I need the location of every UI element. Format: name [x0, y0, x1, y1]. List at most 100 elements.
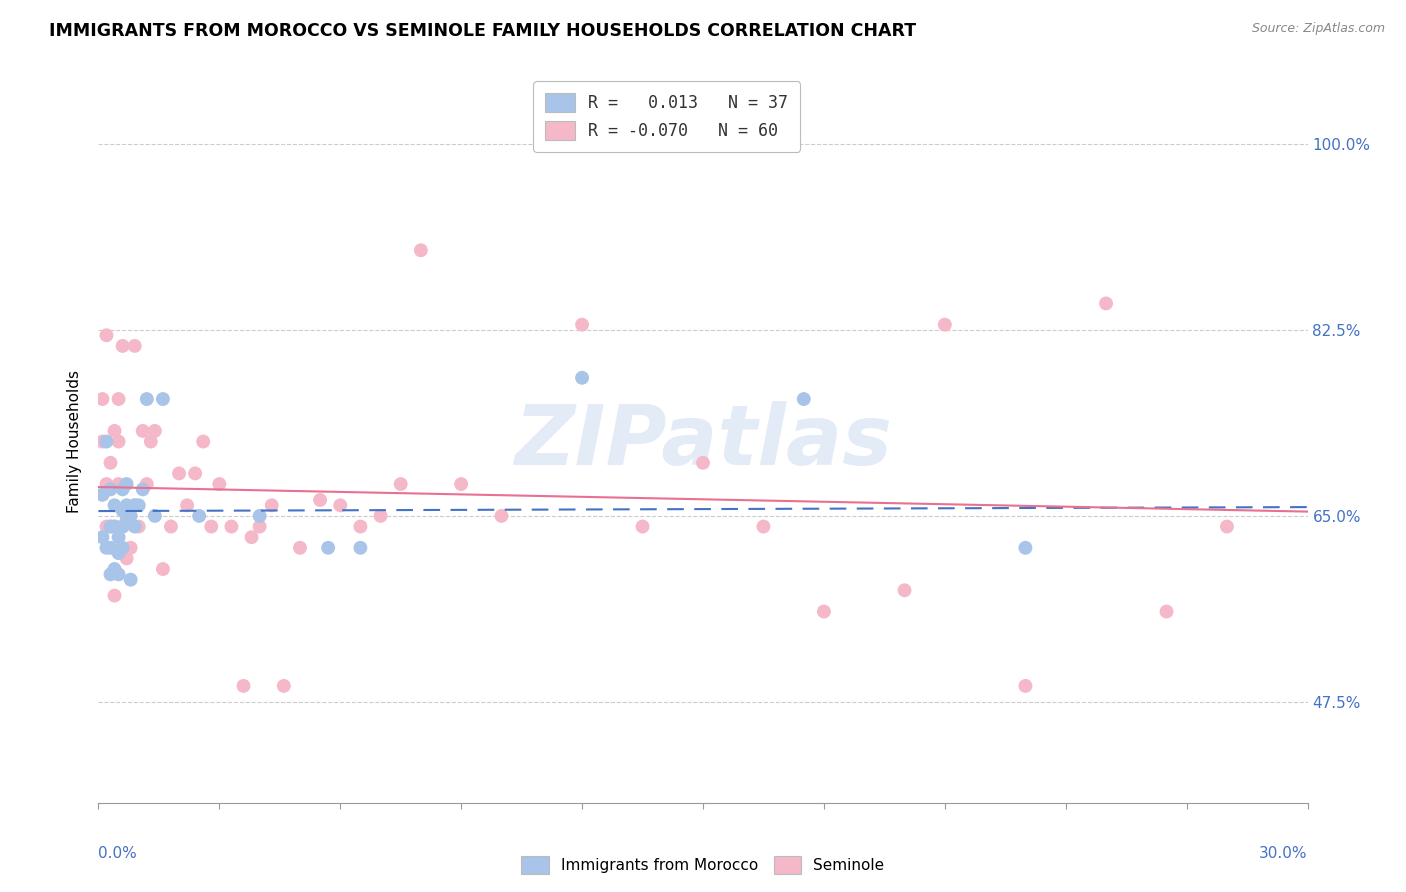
Point — [107, 392, 129, 406]
Point — [103, 424, 125, 438]
Point — [329, 498, 352, 512]
Point — [260, 498, 283, 512]
Point — [115, 477, 138, 491]
Point — [100, 567, 122, 582]
Point — [107, 567, 129, 582]
Point — [450, 477, 472, 491]
Point — [143, 424, 166, 438]
Point — [240, 530, 263, 544]
Point — [316, 541, 339, 555]
Point — [491, 508, 513, 523]
Legend: Immigrants from Morocco, Seminole: Immigrants from Morocco, Seminole — [516, 850, 890, 880]
Point — [1014, 679, 1036, 693]
Point — [152, 562, 174, 576]
Point — [232, 679, 254, 693]
Point — [370, 508, 392, 523]
Point — [249, 519, 271, 533]
Point — [111, 519, 134, 533]
Point — [96, 541, 118, 555]
Point — [120, 573, 142, 587]
Point — [103, 589, 125, 603]
Point — [103, 519, 125, 533]
Point — [184, 467, 207, 481]
Point — [793, 392, 815, 406]
Point — [571, 318, 593, 332]
Point — [249, 508, 271, 523]
Point — [273, 679, 295, 693]
Point — [167, 467, 190, 481]
Point — [115, 551, 138, 566]
Y-axis label: Family Households: Family Households — [67, 370, 83, 513]
Point — [752, 519, 775, 533]
Point — [349, 541, 371, 555]
Point — [208, 477, 231, 491]
Point — [176, 498, 198, 512]
Point — [813, 605, 835, 619]
Point — [103, 562, 125, 576]
Point — [115, 514, 138, 528]
Point — [135, 477, 157, 491]
Point — [120, 508, 142, 523]
Point — [107, 546, 129, 560]
Point — [100, 519, 122, 533]
Point — [107, 477, 129, 491]
Point — [96, 477, 118, 491]
Point — [1014, 541, 1036, 555]
Text: 0.0%: 0.0% — [98, 847, 138, 861]
Point — [107, 530, 129, 544]
Point — [111, 519, 134, 533]
Point — [103, 498, 125, 512]
Point — [107, 434, 129, 449]
Point — [111, 541, 134, 555]
Point — [288, 541, 311, 555]
Point — [91, 392, 114, 406]
Text: ZIPatlas: ZIPatlas — [515, 401, 891, 482]
Point — [111, 503, 134, 517]
Point — [91, 434, 114, 449]
Point — [309, 493, 332, 508]
Point — [124, 519, 146, 533]
Point — [193, 434, 215, 449]
Point — [124, 498, 146, 512]
Point — [91, 488, 114, 502]
Point — [100, 456, 122, 470]
Point — [103, 519, 125, 533]
Point — [115, 498, 138, 512]
Point — [893, 583, 915, 598]
Point — [1156, 605, 1178, 619]
Point — [120, 541, 142, 555]
Text: IMMIGRANTS FROM MOROCCO VS SEMINOLE FAMILY HOUSEHOLDS CORRELATION CHART: IMMIGRANTS FROM MOROCCO VS SEMINOLE FAMI… — [49, 22, 917, 40]
Point — [143, 508, 166, 523]
Point — [91, 530, 114, 544]
Point — [934, 318, 956, 332]
Point — [100, 519, 122, 533]
Point — [128, 519, 150, 533]
Point — [124, 339, 146, 353]
Legend: R =   0.013   N = 37, R = -0.070   N = 60: R = 0.013 N = 37, R = -0.070 N = 60 — [533, 81, 800, 152]
Point — [124, 498, 146, 512]
Point — [692, 456, 714, 470]
Point — [132, 424, 155, 438]
Point — [135, 392, 157, 406]
Point — [139, 434, 162, 449]
Point — [111, 483, 134, 497]
Point — [571, 371, 593, 385]
Point — [409, 244, 432, 258]
Point — [200, 519, 222, 533]
Point — [96, 519, 118, 533]
Point — [132, 483, 155, 497]
Text: Source: ZipAtlas.com: Source: ZipAtlas.com — [1251, 22, 1385, 36]
Point — [128, 498, 150, 512]
Point — [160, 519, 183, 533]
Text: 30.0%: 30.0% — [1260, 847, 1308, 861]
Point — [96, 328, 118, 343]
Point — [115, 508, 138, 523]
Point — [100, 541, 122, 555]
Point — [221, 519, 243, 533]
Point — [1216, 519, 1239, 533]
Point — [1095, 296, 1118, 310]
Point — [152, 392, 174, 406]
Point — [91, 488, 114, 502]
Point — [349, 519, 371, 533]
Point — [188, 508, 211, 523]
